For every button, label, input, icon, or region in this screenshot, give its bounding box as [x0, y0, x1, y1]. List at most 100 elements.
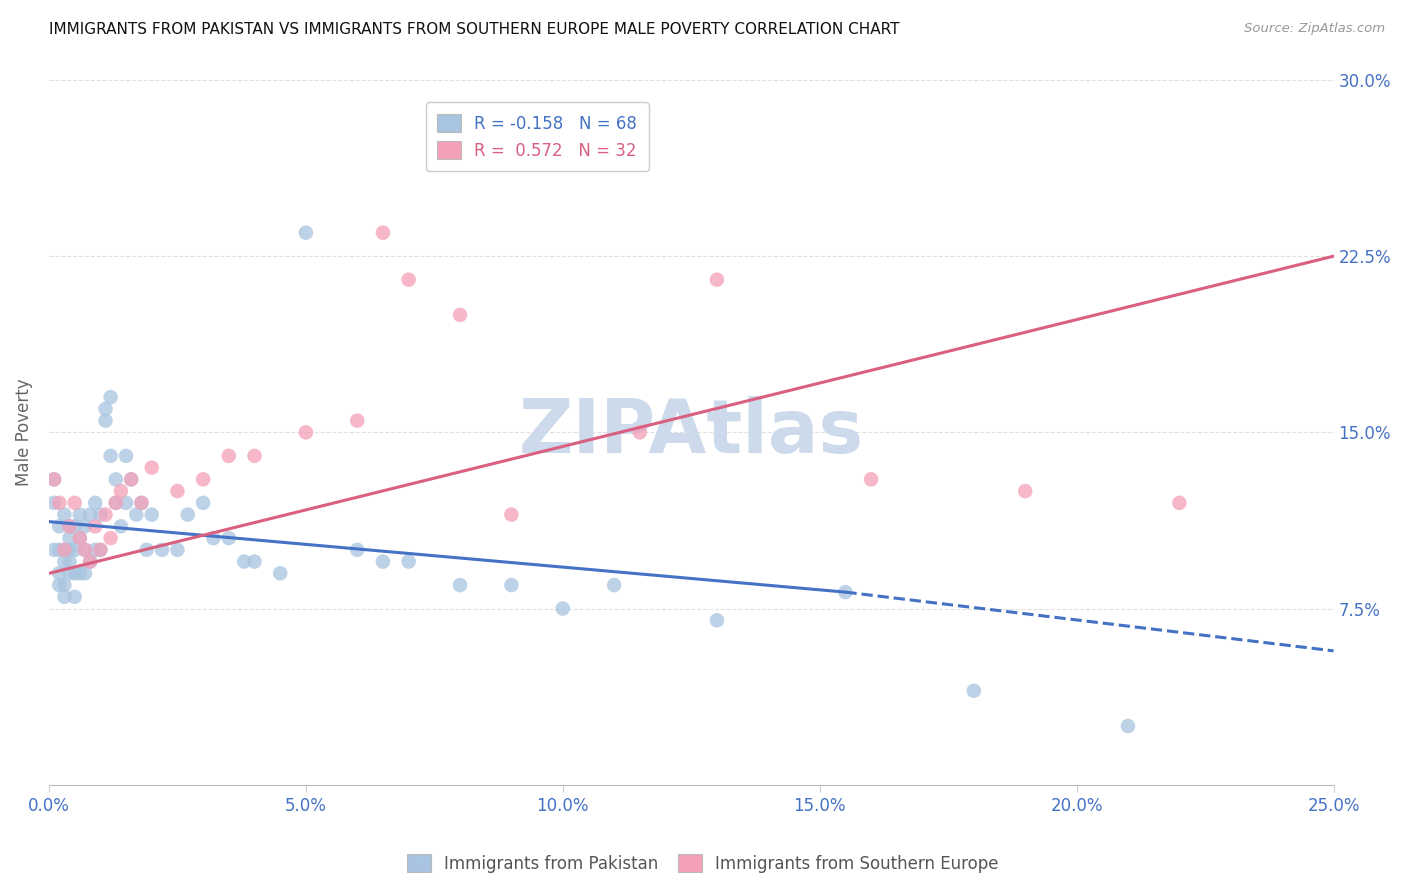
Point — [48, 578, 70, 592]
Point — [58, 542, 80, 557]
Point — [551, 601, 574, 615]
Point — [69, 508, 91, 522]
Point — [963, 683, 986, 698]
Point — [79, 555, 101, 569]
Point — [94, 401, 117, 416]
Point — [110, 484, 132, 499]
Point — [53, 508, 76, 522]
Point — [89, 508, 111, 522]
Point — [1014, 484, 1036, 499]
Point — [191, 496, 214, 510]
Point — [141, 460, 163, 475]
Point — [42, 472, 65, 486]
Legend: R = -0.158   N = 68, R =  0.572   N = 32: R = -0.158 N = 68, R = 0.572 N = 32 — [426, 103, 648, 171]
Point — [100, 390, 122, 404]
Point — [202, 531, 225, 545]
Point — [63, 542, 86, 557]
Point — [628, 425, 651, 440]
Text: Source: ZipAtlas.com: Source: ZipAtlas.com — [1244, 22, 1385, 36]
Point — [53, 542, 76, 557]
Point — [218, 531, 240, 545]
Point — [58, 519, 80, 533]
Point — [53, 590, 76, 604]
Point — [295, 425, 318, 440]
Point — [131, 496, 153, 510]
Legend: Immigrants from Pakistan, Immigrants from Southern Europe: Immigrants from Pakistan, Immigrants fro… — [401, 847, 1005, 880]
Point — [104, 496, 127, 510]
Point — [100, 449, 122, 463]
Point — [233, 555, 256, 569]
Point — [218, 449, 240, 463]
Point — [84, 542, 107, 557]
Point — [48, 542, 70, 557]
Point — [120, 472, 142, 486]
Point — [84, 519, 107, 533]
Point — [42, 472, 65, 486]
Point — [89, 542, 111, 557]
Point — [501, 578, 523, 592]
Point — [63, 566, 86, 581]
Point — [104, 472, 127, 486]
Point — [191, 472, 214, 486]
Point — [295, 226, 318, 240]
Point — [73, 542, 96, 557]
Point — [1116, 719, 1139, 733]
Point — [63, 519, 86, 533]
Point — [69, 566, 91, 581]
Point — [100, 531, 122, 545]
Point — [58, 519, 80, 533]
Point — [73, 519, 96, 533]
Point — [346, 542, 368, 557]
Text: ZIPAtlas: ZIPAtlas — [519, 396, 863, 469]
Point — [69, 531, 91, 545]
Point — [58, 566, 80, 581]
Point — [58, 531, 80, 545]
Point — [125, 508, 148, 522]
Point — [63, 590, 86, 604]
Point — [706, 273, 728, 287]
Text: IMMIGRANTS FROM PAKISTAN VS IMMIGRANTS FROM SOUTHERN EUROPE MALE POVERTY CORRELA: IMMIGRANTS FROM PAKISTAN VS IMMIGRANTS F… — [49, 22, 900, 37]
Point — [79, 555, 101, 569]
Point — [141, 508, 163, 522]
Point — [501, 508, 523, 522]
Point — [73, 566, 96, 581]
Point — [243, 555, 266, 569]
Point — [1168, 496, 1191, 510]
Point — [48, 496, 70, 510]
Point — [449, 308, 471, 322]
Point — [834, 585, 856, 599]
Point — [120, 472, 142, 486]
Point — [166, 484, 188, 499]
Point — [110, 519, 132, 533]
Point — [135, 542, 157, 557]
Y-axis label: Male Poverty: Male Poverty — [15, 378, 32, 486]
Point — [398, 555, 420, 569]
Point — [48, 519, 70, 533]
Point — [166, 542, 188, 557]
Point — [449, 578, 471, 592]
Point — [84, 496, 107, 510]
Point — [115, 496, 138, 510]
Point — [53, 542, 76, 557]
Point — [42, 496, 65, 510]
Point — [69, 531, 91, 545]
Point — [58, 555, 80, 569]
Point — [94, 414, 117, 428]
Point — [603, 578, 626, 592]
Point — [131, 496, 153, 510]
Point — [73, 542, 96, 557]
Point — [269, 566, 291, 581]
Point — [94, 508, 117, 522]
Point — [104, 496, 127, 510]
Point — [79, 508, 101, 522]
Point — [371, 226, 394, 240]
Point — [346, 414, 368, 428]
Point — [53, 555, 76, 569]
Point — [89, 542, 111, 557]
Point — [150, 542, 173, 557]
Point — [53, 578, 76, 592]
Point — [371, 555, 394, 569]
Point — [48, 566, 70, 581]
Point — [115, 449, 138, 463]
Point — [42, 542, 65, 557]
